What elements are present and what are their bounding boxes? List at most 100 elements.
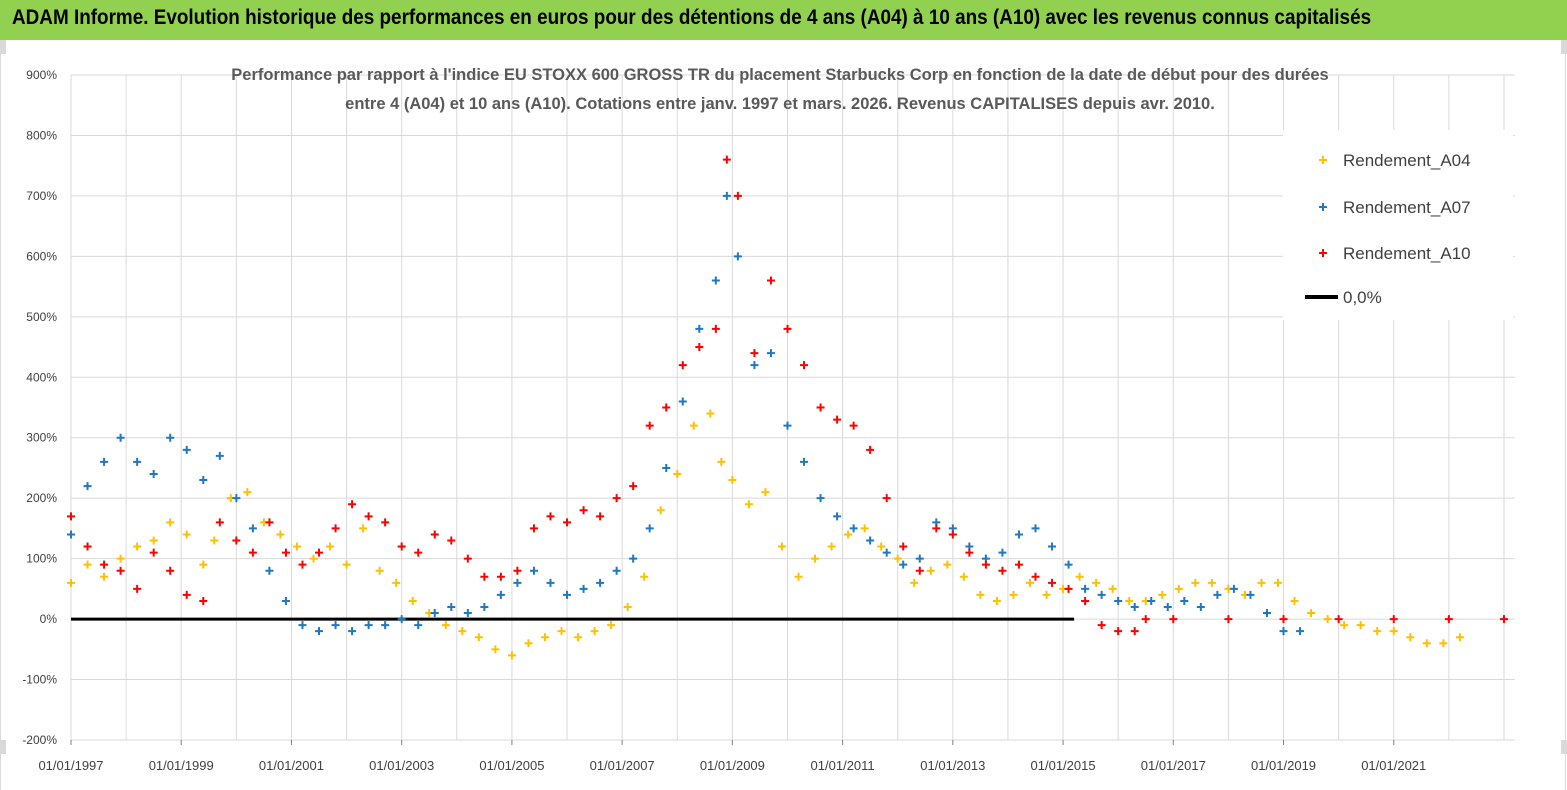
data-point <box>507 651 516 660</box>
resize-handle-top-left <box>0 40 6 54</box>
resize-handle-top-right <box>1561 40 1567 54</box>
data-point <box>1158 590 1167 599</box>
data-point <box>364 512 373 521</box>
data-point <box>480 572 489 581</box>
data-point <box>733 252 742 261</box>
data-point <box>596 512 605 521</box>
data-point <box>1097 621 1106 630</box>
data-point <box>364 621 373 630</box>
data-point <box>860 524 869 533</box>
data-point <box>811 554 820 563</box>
data-point <box>717 457 726 466</box>
data-point <box>546 578 555 587</box>
data-point <box>1455 633 1464 642</box>
data-point <box>882 494 891 503</box>
data-point <box>882 548 891 557</box>
data-point <box>392 578 401 587</box>
data-point <box>1108 584 1117 593</box>
legend-label: Rendement_A04 <box>1343 151 1471 170</box>
data-point <box>1373 627 1382 636</box>
data-point <box>210 536 219 545</box>
data-point <box>1141 615 1150 624</box>
data-point <box>711 276 720 285</box>
data-point <box>596 578 605 587</box>
data-point <box>866 445 875 454</box>
data-point <box>1229 584 1238 593</box>
x-tick-label: 01/01/2001 <box>259 758 324 773</box>
data-point <box>463 554 472 563</box>
data-point <box>998 566 1007 575</box>
data-point <box>926 566 935 575</box>
data-point <box>100 457 109 466</box>
data-point <box>910 578 919 587</box>
data-point <box>1064 584 1073 593</box>
data-point <box>1064 560 1073 569</box>
data-point <box>1257 578 1266 587</box>
data-point <box>579 506 588 515</box>
data-point <box>673 470 682 478</box>
data-point <box>182 445 191 454</box>
data-point <box>766 276 775 285</box>
data-point <box>474 633 483 642</box>
data-point <box>1009 590 1018 599</box>
data-point <box>199 476 208 485</box>
data-point <box>480 603 489 611</box>
y-tick-label: 200% <box>26 491 57 505</box>
data-point <box>248 548 257 557</box>
data-point <box>1048 578 1057 587</box>
data-point <box>199 596 208 605</box>
data-point <box>248 524 257 533</box>
data-point <box>629 554 638 563</box>
data-point <box>513 566 522 575</box>
data-point <box>1340 621 1349 630</box>
data-point <box>1334 615 1343 624</box>
data-point <box>574 633 583 642</box>
chart-title-line-2: entre 4 (A04) et 10 ans (A10). Cotations… <box>345 95 1215 113</box>
y-axis-ticks: 900% 800% 700% 600% 500% 400% 300% 200% 100% 0% -1… <box>22 68 57 747</box>
data-point <box>342 560 351 569</box>
series-rendement-a04 <box>67 409 1464 660</box>
legend-marker <box>1319 249 1327 257</box>
data-point <box>166 518 175 527</box>
data-point <box>563 590 572 599</box>
data-point <box>750 361 759 370</box>
x-axis-ticks: 01/01/1997 01/01/1999 01/01/2001 01/01/2003… <box>38 740 1426 773</box>
data-point <box>1081 584 1090 593</box>
banner-title: ADAM Informe. Evolution historique des p… <box>12 6 1372 29</box>
frame-right-border <box>1565 40 1566 790</box>
data-point <box>149 536 158 545</box>
data-point <box>232 536 241 545</box>
data-point <box>529 524 538 533</box>
data-point <box>612 494 621 503</box>
data-point <box>309 554 318 563</box>
legend-label: 0,0% <box>1343 288 1382 307</box>
data-point <box>1114 596 1123 605</box>
data-point <box>645 524 654 533</box>
data-point <box>1439 639 1448 648</box>
data-point <box>348 500 357 509</box>
data-point <box>607 621 616 630</box>
data-point <box>315 548 324 557</box>
data-point <box>1279 615 1288 624</box>
data-point <box>1125 596 1134 605</box>
data-point <box>430 609 439 618</box>
data-point <box>397 615 406 624</box>
data-point <box>1406 633 1415 642</box>
data-point <box>149 470 158 478</box>
y-tick-label: 800% <box>26 128 57 142</box>
x-tick-label: 01/01/2005 <box>479 758 544 773</box>
resize-handle-bottom-right <box>1561 740 1567 754</box>
y-tick-label: 400% <box>26 370 57 384</box>
x-tick-label: 01/01/2017 <box>1141 758 1206 773</box>
data-point <box>1213 590 1222 599</box>
data-point <box>1296 627 1305 636</box>
data-point <box>265 518 274 527</box>
data-point <box>1191 578 1200 587</box>
data-point <box>199 560 208 569</box>
data-point <box>766 349 775 358</box>
data-point <box>744 500 753 509</box>
data-point <box>524 639 533 648</box>
legend-marker <box>1319 203 1327 211</box>
data-point <box>243 488 252 497</box>
data-point <box>1114 627 1123 636</box>
